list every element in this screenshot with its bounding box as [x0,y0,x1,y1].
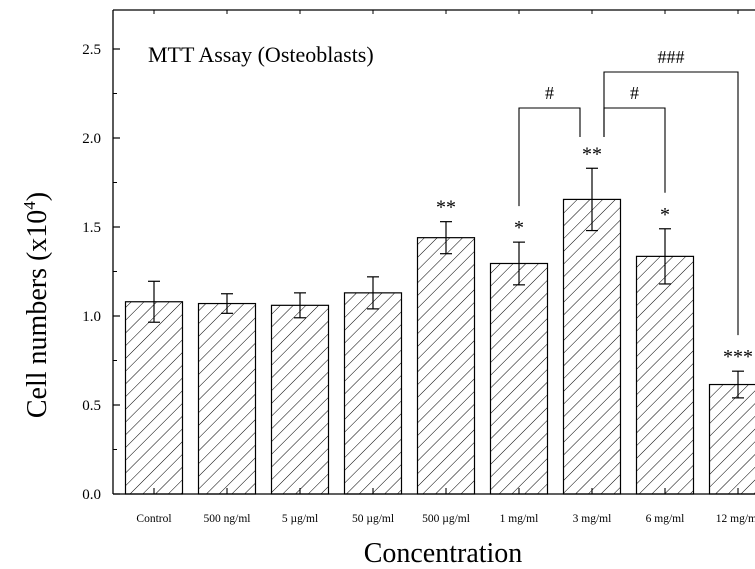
significance-mark: ** [582,143,602,165]
y-axis-title-close: ) [22,192,53,201]
bar [635,255,695,495]
bar [562,198,622,495]
y-tick-label: 0.0 [82,487,101,503]
x-tick-label: 1 mg/ml [500,513,539,525]
chart-title: MTT Assay (Osteoblasts) [148,42,374,67]
x-tick-label: 6 mg/ml [646,513,685,525]
significance-bracket [603,107,666,193]
y-axis-title-main: Cell numbers (x10 [22,210,53,418]
bar [270,304,330,495]
bracket-label: # [630,83,639,103]
x-tick-label: 500 ng/ml [204,513,251,525]
bar [416,237,476,495]
y-axis-title-exponent: 4 [20,201,39,210]
y-tick-label: 2.5 [82,42,101,58]
y-tick-label: 2.0 [82,131,101,147]
y-tick-label: 0.5 [82,398,101,414]
x-tick-label: 50 µg/ml [352,513,394,525]
x-tick-label: Control [136,513,171,525]
x-tick-label: 5 µg/ml [282,513,318,525]
significance-mark: * [514,217,524,239]
significance-mark: *** [723,346,753,368]
bar [124,301,184,495]
significance-bracket [603,71,739,336]
y-axis-title: Cell numbers (x104) [20,192,53,418]
x-tick-label: 3 mg/ml [573,513,612,525]
y-tick-label: 1.5 [82,220,101,236]
bar [489,262,549,495]
bracket-label: ### [658,47,685,67]
significance-bracket [518,107,581,207]
x-axis-title: Concentration [364,538,523,569]
bar [708,383,755,495]
bar [343,292,403,495]
significance-mark: * [660,204,670,226]
x-tick-label: 500 µg/ml [422,513,470,525]
x-tick-label: 12 mg/ml [716,513,755,525]
y-tick-label: 1.0 [82,309,101,325]
significance-mark: ** [436,197,456,219]
bar [197,302,257,495]
bracket-label: # [545,83,554,103]
